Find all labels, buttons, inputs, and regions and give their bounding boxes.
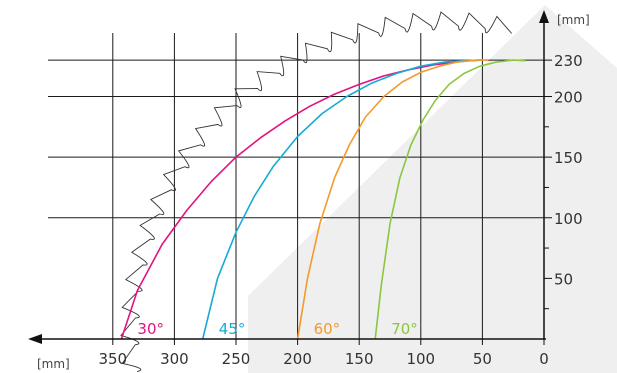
y-tick-label-50: 50: [554, 270, 573, 288]
y-axis-arrow: [539, 10, 549, 23]
x-tick-label-300: 300: [160, 350, 189, 368]
x-tick-label-150: 150: [345, 350, 374, 368]
series-line-4: [374, 59, 526, 340]
x-axis-unit: [mm]: [37, 357, 70, 371]
series-layer: [120, 59, 526, 340]
angle-label-2: 45°: [219, 320, 246, 338]
series-line-1: [120, 59, 483, 340]
y-tick-label-150: 150: [554, 149, 583, 167]
x-tick-label-350: 350: [98, 350, 127, 368]
x-tick-label-250: 250: [222, 350, 251, 368]
x-tick-label-0: 0: [539, 350, 549, 368]
series-line-3: [296, 59, 489, 340]
labels-layer: 30° 45° 60° 70°: [137, 320, 417, 338]
y-tick-label-200: 200: [554, 89, 583, 107]
x-tick-label-100: 100: [406, 350, 435, 368]
saw-blade-teeth: [120, 11, 513, 372]
angle-label-1: 30°: [137, 320, 164, 338]
y-tick-label-100: 100: [554, 210, 583, 228]
angle-label-4: 70°: [391, 320, 418, 338]
x-tick-label-50: 50: [473, 350, 492, 368]
series-line-2: [201, 59, 483, 340]
y-tick-label-230: 230: [554, 52, 583, 70]
angle-label-3: 60°: [314, 320, 341, 338]
saw-blade-outline: [120, 11, 513, 372]
x-tick-label-200: 200: [283, 350, 312, 368]
x-axis-arrow: [28, 334, 42, 344]
y-axis-unit: [mm]: [557, 13, 590, 27]
axes: 350 300 250 200 150 100 50 0 50 100 150 200 230: [28, 10, 583, 368]
